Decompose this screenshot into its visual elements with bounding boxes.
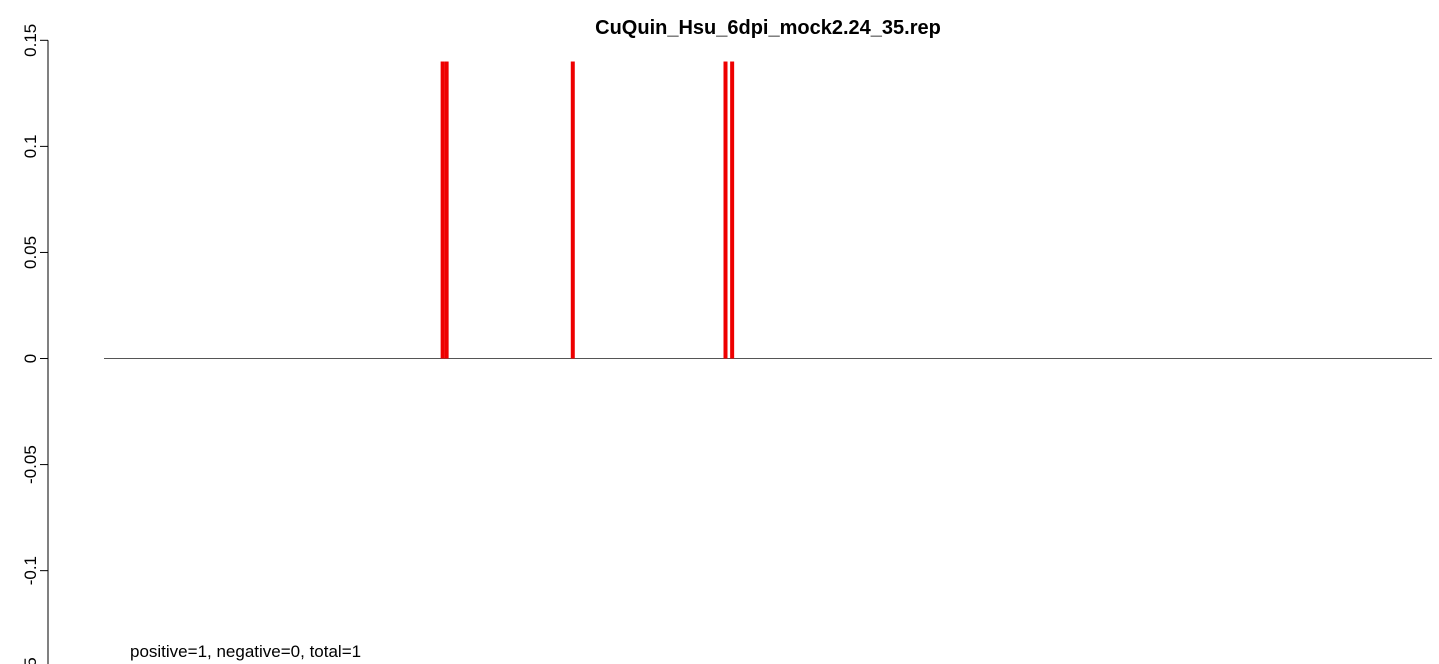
bar [730, 61, 735, 359]
y-tick-label: 0.05 [21, 236, 40, 269]
y-tick-label: 0.15 [21, 24, 40, 57]
bar [440, 61, 445, 359]
annotation: positive=1, negative=0, total=1 [130, 642, 361, 661]
bar [570, 61, 575, 359]
y-tick-label: -0.15 [21, 657, 40, 664]
y-tick-label: -0.1 [21, 556, 40, 585]
bar [723, 61, 728, 359]
y-tick-label: 0 [21, 354, 40, 363]
y-tick-label: 0.1 [21, 135, 40, 159]
bar [444, 61, 449, 359]
chart-title: CuQuin_Hsu_6dpi_mock2.24_35.rep [595, 17, 941, 39]
y-tick-label: -0.05 [21, 445, 40, 484]
